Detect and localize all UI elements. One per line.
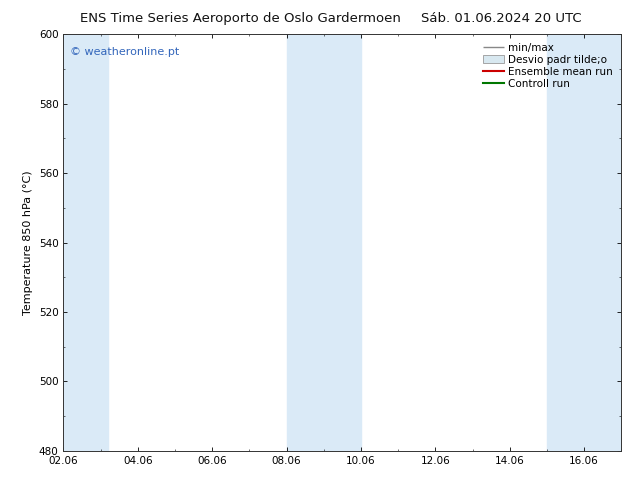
Text: ENS Time Series Aeroporto de Oslo Gardermoen: ENS Time Series Aeroporto de Oslo Garder… xyxy=(81,12,401,25)
Text: Sáb. 01.06.2024 20 UTC: Sáb. 01.06.2024 20 UTC xyxy=(420,12,581,25)
Bar xyxy=(547,34,621,451)
Bar xyxy=(63,34,108,451)
Bar xyxy=(287,34,361,451)
Y-axis label: Temperature 850 hPa (°C): Temperature 850 hPa (°C) xyxy=(23,170,33,315)
Legend: min/max, Desvio padr tilde;o, Ensemble mean run, Controll run: min/max, Desvio padr tilde;o, Ensemble m… xyxy=(480,40,616,92)
Text: © weatheronline.pt: © weatheronline.pt xyxy=(70,47,179,57)
